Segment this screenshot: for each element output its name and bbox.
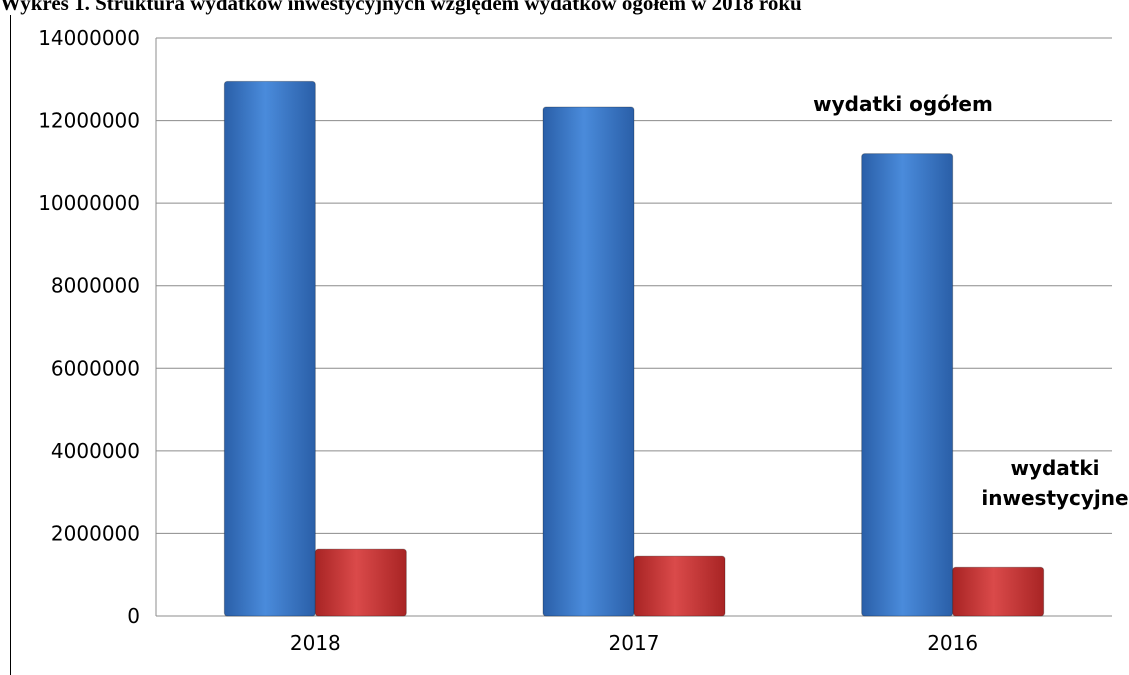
y-tick-label: 12000000: [38, 109, 140, 133]
series-label-line: inwestycyjne: [981, 486, 1128, 510]
series-label-line: wydatki: [1010, 456, 1099, 480]
y-tick-label: 0: [127, 604, 140, 628]
series-label-wydatki-inwestycyjne: wydatki inwestycyjne: [981, 456, 1128, 510]
y-tick-label: 8000000: [51, 274, 140, 298]
x-tick-label: 2016: [927, 631, 978, 655]
bar-wydatki-inwestycyjne-2016: [952, 566, 1045, 617]
y-tick-label: 2000000: [51, 521, 140, 545]
series-label-wydatki-ogolem: wydatki ogółem: [813, 92, 993, 116]
y-tick-label: 4000000: [51, 439, 140, 463]
bar-wydatki-ogolem-2016: [861, 153, 954, 617]
x-tick-label: 2017: [609, 631, 660, 655]
axes: [155, 38, 1112, 617]
y-tick-label: 14000000: [38, 26, 140, 50]
chart-title: Wykres 1. Struktura wydatków inwestycyjn…: [0, 0, 802, 15]
y-tick-label: 10000000: [38, 191, 140, 215]
chart-frame: [10, 15, 1129, 675]
bar-wydatki-inwestycyjne-2017: [633, 555, 726, 617]
bar-wydatki-ogolem-2017: [542, 106, 635, 617]
bar-wydatki-ogolem-2018: [223, 80, 316, 617]
bar-wydatki-inwestycyjne-2018: [314, 548, 407, 617]
tick-labels: 0 2000000 4000000 6000000 8000000 10000000 120…: [38, 26, 978, 655]
y-tick-label: 6000000: [51, 356, 140, 380]
bars: [223, 80, 1045, 617]
x-tick-label: 2018: [290, 631, 341, 655]
